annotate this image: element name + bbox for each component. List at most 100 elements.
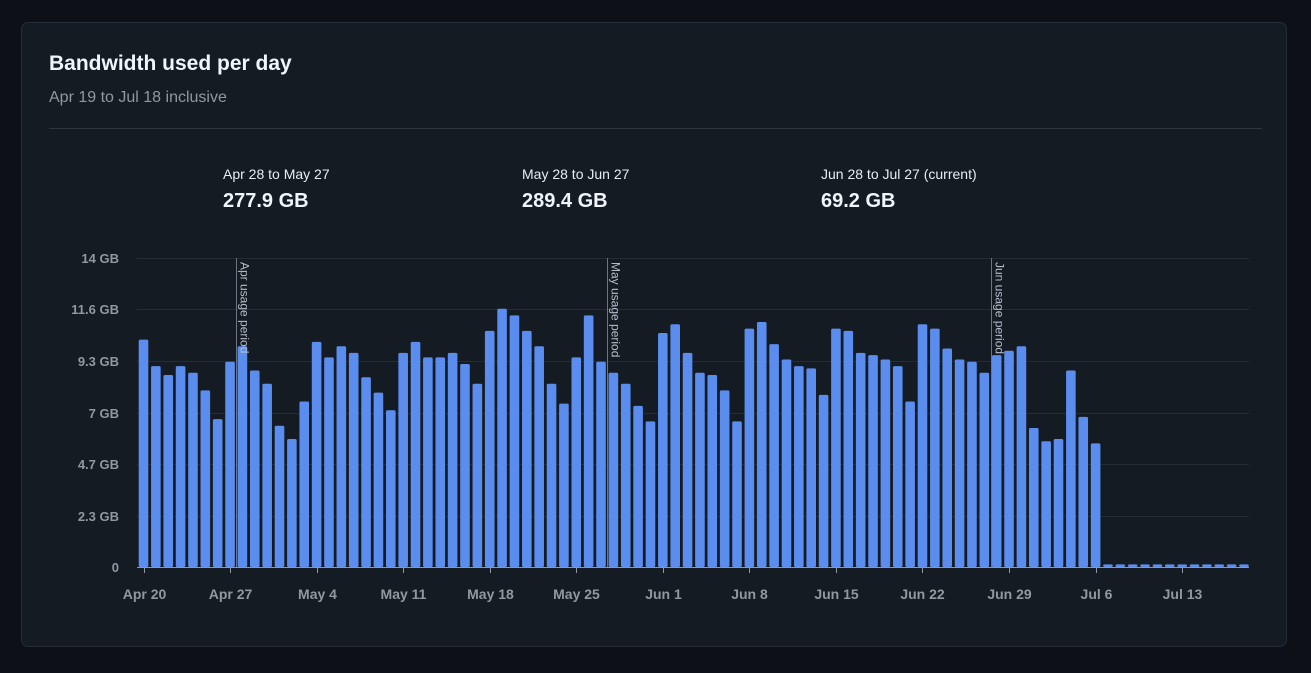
bar-apr-21 [151,366,161,567]
bar-jun-27 [979,372,990,567]
x-tick-label: May 11 [381,586,427,602]
card-title: Bandwidth used per day [49,52,292,75]
y-tick-label: 14 GB [81,251,119,266]
bar-jun-24 [942,348,953,567]
x-tick-label: Jul 13 [1163,586,1203,602]
bar-may-4 [311,341,322,567]
bar-jul-6 [1090,443,1101,567]
bar-may-18 [484,330,495,567]
bar-jul-10 [1140,564,1150,567]
bar-apr-20 [138,339,149,567]
period-summary-may: May 28 to Jun 27 289.4 GB [522,166,629,213]
bar-jun-21 [905,401,915,567]
bar-may-11 [398,352,408,567]
bar-jun-1 [658,333,668,567]
bar-jun-28 [991,355,1002,567]
period-label: Apr 28 to May 27 [223,166,330,182]
bar-may-16 [460,363,470,567]
x-tick-label: Jun 29 [987,586,1032,602]
bar-jun-4 [695,372,705,567]
bar-may-21 [522,330,532,567]
period-total: 289.4 GB [522,190,608,212]
x-tick-label: May 4 [298,586,337,602]
bar-jun-26 [967,361,977,567]
bar-jun-17 [855,352,866,567]
bar-may-31 [645,421,656,567]
bar-jun-8 [744,328,755,567]
divider [49,128,1262,129]
x-tick-label: Jun 8 [731,586,768,602]
usage-period-marker-label: May usage period [609,262,623,357]
bar-may-9 [373,392,384,567]
x-tick-label: May 25 [553,586,600,602]
bar-may-30 [633,405,643,567]
bar-may-24 [559,403,569,567]
bar-may-14 [435,357,446,567]
period-total: 69.2 GB [821,190,896,212]
bar-may-15 [447,352,458,567]
y-tick-label: 7 GB [89,406,119,421]
bar-may-13 [423,357,433,567]
x-tick-label: Apr 27 [209,586,253,602]
usage-period-marker-label: Apr usage period [238,262,252,353]
period-summary-jun: Jun 28 to Jul 27 (current) 69.2 GB [821,166,977,213]
bar-jun-30 [1016,346,1027,567]
bar-jun-7 [732,421,742,567]
bar-may-2 [287,438,297,567]
bar-may-8 [361,377,371,567]
bar-jun-5 [707,374,718,567]
bar-jul-12 [1165,564,1175,567]
x-tick-label: Apr 20 [123,586,167,602]
x-tick-label: Jun 1 [645,586,682,602]
usage-period-marker-label: Jun usage period [993,262,1007,354]
x-tick-label: Jul 6 [1081,586,1113,602]
bar-jul-3 [1053,438,1064,567]
bar-may-7 [348,352,359,567]
bar-may-6 [336,346,347,567]
bar-jul-13 [1177,564,1187,567]
bar-jul-18 [1239,564,1249,567]
bar-jun-20 [892,366,903,567]
bar-apr-30 [262,383,272,567]
bar-may-5 [324,357,334,567]
y-tick-label: 2.3 GB [78,509,119,524]
bar-apr-28 [237,346,248,567]
bar-may-27 [596,361,606,567]
bar-may-26 [583,315,594,567]
bar-jul-7 [1103,564,1113,567]
bar-may-22 [534,346,544,567]
bar-apr-27 [225,361,235,567]
bar-jul-2 [1041,441,1051,567]
bar-may-17 [472,383,483,567]
x-tick-label: Jun 22 [900,586,945,602]
bar-jun-23 [930,328,940,567]
bar-apr-25 [200,390,211,567]
bar-jun-6 [719,390,730,567]
bar-apr-26 [212,419,223,567]
bar-jun-18 [868,355,878,567]
bar-jun-14 [818,394,829,567]
bar-jul-8 [1115,564,1126,567]
bar-apr-29 [249,370,260,567]
bar-jul-15 [1202,564,1212,567]
bar-may-29 [620,383,631,567]
bar-jun-15 [831,328,841,567]
bar-jun-11 [781,359,792,567]
y-tick-label: 11.6 GB [71,302,119,317]
bar-jul-5 [1078,416,1089,567]
bar-jul-14 [1189,564,1200,567]
y-tick-label: 9.3 GB [78,354,119,369]
x-tick-label: May 18 [467,586,514,602]
bar-jul-4 [1066,370,1076,567]
bar-jun-2 [670,324,680,567]
bar-jun-9 [756,322,767,567]
bar-jun-19 [880,359,891,567]
card-subtitle: Apr 19 to Jul 18 inclusive [49,89,227,106]
bar-jul-17 [1226,564,1237,567]
bar-may-3 [299,401,310,567]
bar-may-20 [509,315,520,567]
period-total: 277.9 GB [223,190,309,212]
bar-may-28 [608,372,619,567]
bar-jun-3 [682,352,693,567]
